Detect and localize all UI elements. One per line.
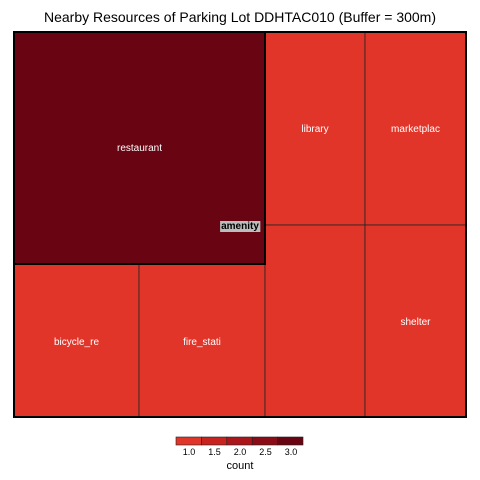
legend-swatch [251, 436, 278, 446]
tile-label-shelter: shelter [400, 317, 431, 328]
tile-label-marketplac: marketplac [391, 124, 440, 135]
legend-swatch [226, 436, 253, 446]
legend-tick-label: 2.0 [234, 447, 247, 457]
tile-label-fire_stati: fire_stati [183, 337, 221, 348]
legend-swatch [201, 436, 228, 446]
legend-title: count [227, 460, 254, 472]
treemap-border [13, 31, 467, 418]
chart-title: Nearby Resources of Parking Lot DDHTAC01… [43, 9, 437, 25]
legend-tick-label: 2.5 [259, 447, 272, 457]
treemap-tile-library [264, 31, 366, 226]
legend-swatch [277, 436, 304, 446]
tile-label-bicycle_re: bicycle_re [54, 337, 99, 348]
treemap-tile-bicycle_re [13, 263, 140, 418]
legend-tick-label: 1.5 [208, 447, 221, 457]
tile-label-restaurant: restaurant [117, 143, 162, 154]
tile-label-library: library [301, 124, 328, 135]
treemap-tile-shelter [364, 224, 467, 418]
legend-tick-label: 3.0 [285, 447, 298, 457]
group-label-background [220, 221, 261, 232]
treemap-tile-unlabeled [264, 224, 366, 418]
legend-tick-label: 1.0 [183, 447, 196, 457]
group-label: amenity [221, 221, 259, 232]
legend-swatch [175, 436, 202, 446]
